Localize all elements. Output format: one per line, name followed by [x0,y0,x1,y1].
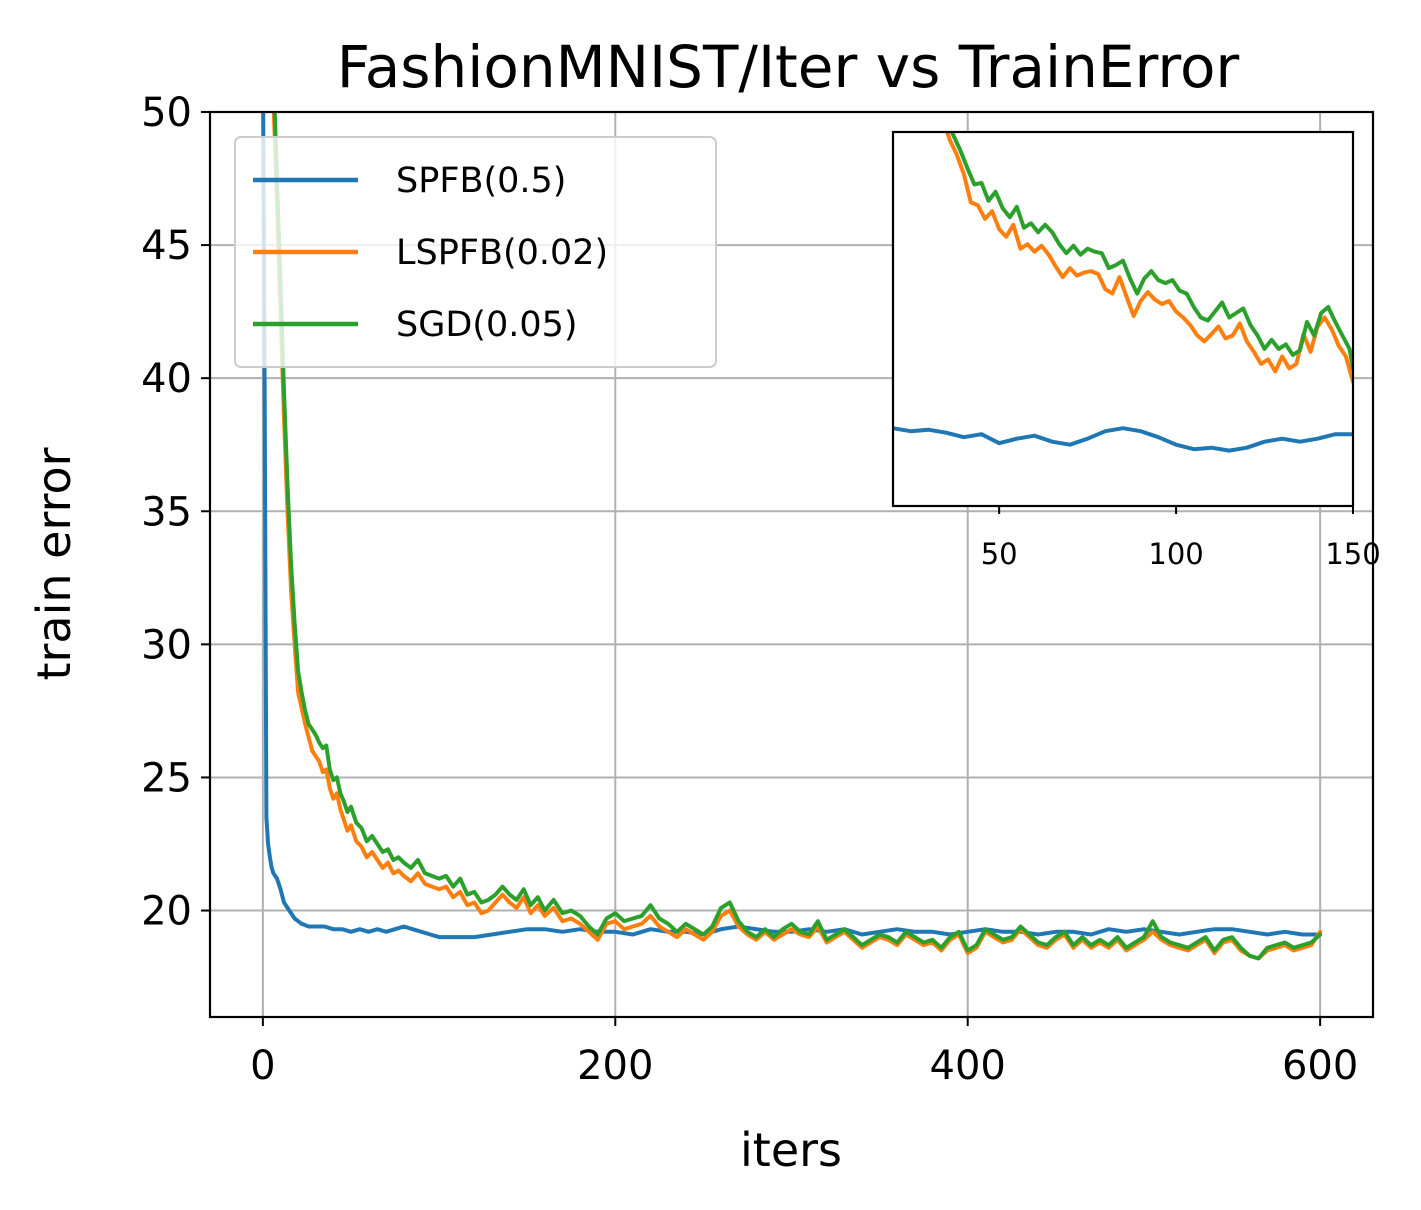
inset-plot-series [893,132,1353,453]
series-line-sgd [272,112,1323,961]
legend-label-sgd: SGD(0.05) [396,305,578,345]
x-tick-label: 0 [250,1043,275,1089]
chart-title: FashionMNIST/Iter vs TrainError [337,33,1240,101]
main-plot-frame [208,110,1375,1019]
inset-x-tick-label: 150 [1325,537,1380,571]
inset-x-tick-label: 50 [981,537,1018,571]
y-tick-label: 35 [141,489,192,535]
y-tick-label: 40 [141,356,192,402]
inset-chart: 50 100 150 [891,130,1381,571]
inset-plot-frame [891,130,1355,508]
legend-box [234,136,717,368]
inset-background [893,132,1353,506]
y-tick-label: 30 [141,622,192,668]
legend: SPFB(0.5) LSPFB(0.02) SGD(0.05) [234,136,717,368]
y-tick-label: 25 [141,755,192,801]
main-plot-series [261,112,1323,961]
y-tick-label: 50 [141,90,192,136]
inset-line-lspfb [945,132,1353,384]
inset-axis-ticks: 50 100 150 [981,506,1381,571]
inset-line-sgd [949,132,1353,371]
series-line-spfb [261,112,1323,940]
x-tick-label: 200 [577,1043,653,1089]
legend-label-spfb: SPFB(0.5) [396,161,566,201]
inset-line-spfb [893,426,1353,453]
inset-x-tick-label: 100 [1148,537,1203,571]
main-axis-ticks: 0 200 400 600 20 25 30 35 40 45 50 [141,90,1358,1089]
y-tick-label: 45 [141,223,192,269]
x-tick-label: 600 [1282,1043,1358,1089]
x-tick-label: 400 [930,1043,1006,1089]
y-axis-label: train error [27,447,81,680]
y-tick-label: 20 [141,889,192,935]
x-axis-label: iters [740,1123,842,1177]
legend-label-lspfb: LSPFB(0.02) [396,233,608,273]
